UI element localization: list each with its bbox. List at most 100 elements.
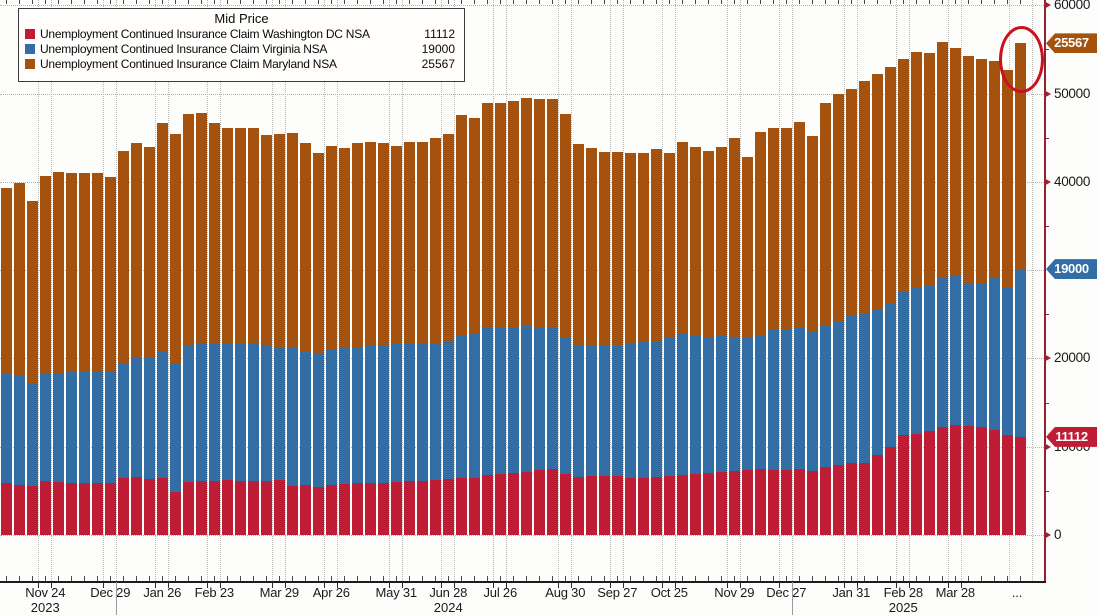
bar-segment-dc (781, 469, 792, 535)
bar-segment-md (872, 74, 883, 309)
x-minor-tick-bottom (669, 576, 671, 581)
x-major-tick (168, 582, 170, 588)
v-gridline (961, 0, 963, 581)
x-major-tick (441, 582, 443, 588)
bar-segment-va (326, 348, 337, 485)
x-minor-tick-top (721, 0, 723, 4)
bar-segment-md (417, 142, 428, 344)
legend-box: Mid Price Unemployment Continued Insuran… (18, 8, 465, 82)
x-minor-tick-bottom (253, 576, 255, 581)
bar-segment-md (157, 122, 168, 352)
x-minor-tick-bottom (968, 576, 970, 581)
bar-segment-md (378, 142, 389, 346)
bar-segment-dc (53, 482, 64, 535)
x-minor-tick-bottom (747, 576, 749, 581)
bar-segment-md (1, 187, 12, 375)
x-minor-tick-top (240, 0, 242, 4)
x-minor-tick-bottom (812, 576, 814, 581)
x-minor-tick-bottom (513, 576, 515, 581)
x-minor-tick-bottom (955, 576, 957, 581)
x-minor-tick-bottom (435, 576, 437, 581)
x-major-tick (961, 582, 963, 588)
bar-segment-dc (1015, 436, 1026, 535)
x-axis-label: Dec 27 (766, 585, 807, 600)
x-major-tick (662, 582, 664, 588)
bar-segment-dc (846, 462, 857, 535)
bar-segment-dc (469, 477, 480, 535)
bar-segment-md (651, 149, 662, 342)
x-minor-tick-bottom (110, 576, 112, 581)
x-minor-tick-top (864, 0, 866, 4)
v-gridline (168, 0, 170, 581)
x-major-tick (896, 582, 898, 588)
bar-segment-dc (950, 424, 961, 535)
bar-segment-md (521, 97, 532, 326)
x-major-tick (324, 582, 326, 588)
bar-segment-dc (170, 491, 181, 535)
x-minor-tick-bottom (734, 576, 736, 581)
bar-segment-dc (677, 474, 688, 535)
v-gridline (740, 0, 742, 581)
x-minor-tick-bottom (539, 576, 541, 581)
bar-segment-dc (534, 469, 545, 535)
bar-segment-va (261, 346, 272, 482)
bar-segment-va (1015, 269, 1026, 437)
x-minor-tick-top (110, 0, 112, 4)
x-minor-tick-top (32, 0, 34, 4)
x-minor-tick-top (331, 0, 333, 4)
x-minor-tick-top (214, 0, 216, 4)
v-gridline (1032, 0, 1033, 581)
x-axis-year-label: 2023 (30, 600, 60, 615)
bar-segment-dc (1, 482, 12, 535)
bar-segment-dc (690, 474, 701, 535)
x-minor-tick-bottom (617, 576, 619, 581)
bar-segment-va (950, 275, 961, 425)
x-minor-tick-bottom (721, 576, 723, 581)
bar-segment-md (183, 113, 194, 346)
x-minor-tick-bottom (214, 576, 216, 581)
x-minor-tick-bottom (825, 576, 827, 581)
bar-segment-dc (118, 477, 129, 535)
bar-segment-va (196, 343, 207, 482)
bar-segment-md (313, 152, 324, 354)
bar-segment-md (391, 145, 402, 345)
x-minor-tick-bottom (1020, 576, 1022, 581)
x-minor-tick-top (682, 0, 684, 4)
bar-segment-dc (976, 427, 987, 535)
v-gridline (571, 0, 573, 581)
x-minor-tick-bottom (123, 576, 125, 581)
x-minor-tick-bottom (344, 576, 346, 581)
right-axis-line (1044, 0, 1046, 583)
bar-segment-dc (703, 473, 714, 535)
bar-segment-md (352, 142, 363, 347)
x-minor-tick-top (1020, 0, 1022, 4)
bar-segment-dc (742, 469, 753, 535)
h-gridline (0, 5, 1044, 7)
bar-segment-md (209, 122, 220, 345)
x-minor-tick-top (318, 0, 320, 4)
x-minor-tick-bottom (903, 576, 905, 581)
x-minor-tick-top (994, 0, 996, 4)
bar-segment-dc (625, 477, 636, 535)
bar-segment-md (547, 98, 558, 327)
x-minor-tick-bottom (526, 576, 528, 581)
bar-segment-va (365, 346, 376, 483)
v-gridline (675, 0, 677, 581)
bar-segment-md (482, 103, 493, 329)
x-minor-tick-bottom (695, 576, 697, 581)
bar-segment-md (989, 60, 1000, 278)
x-minor-tick-bottom (890, 576, 892, 581)
bar-segment-md (40, 175, 51, 374)
x-major-tick (389, 582, 391, 588)
bar-segment-dc (14, 484, 25, 535)
bar-segment-dc (937, 427, 948, 535)
bar-segment-dc (313, 487, 324, 535)
bar-segment-md (469, 118, 480, 333)
x-minor-tick-bottom (448, 576, 450, 581)
bar-segment-va (300, 351, 311, 485)
bar-segment-va (859, 313, 870, 463)
bar-segment-dc (924, 430, 935, 535)
bar-segment-md (365, 142, 376, 347)
x-minor-tick-bottom (929, 576, 931, 581)
